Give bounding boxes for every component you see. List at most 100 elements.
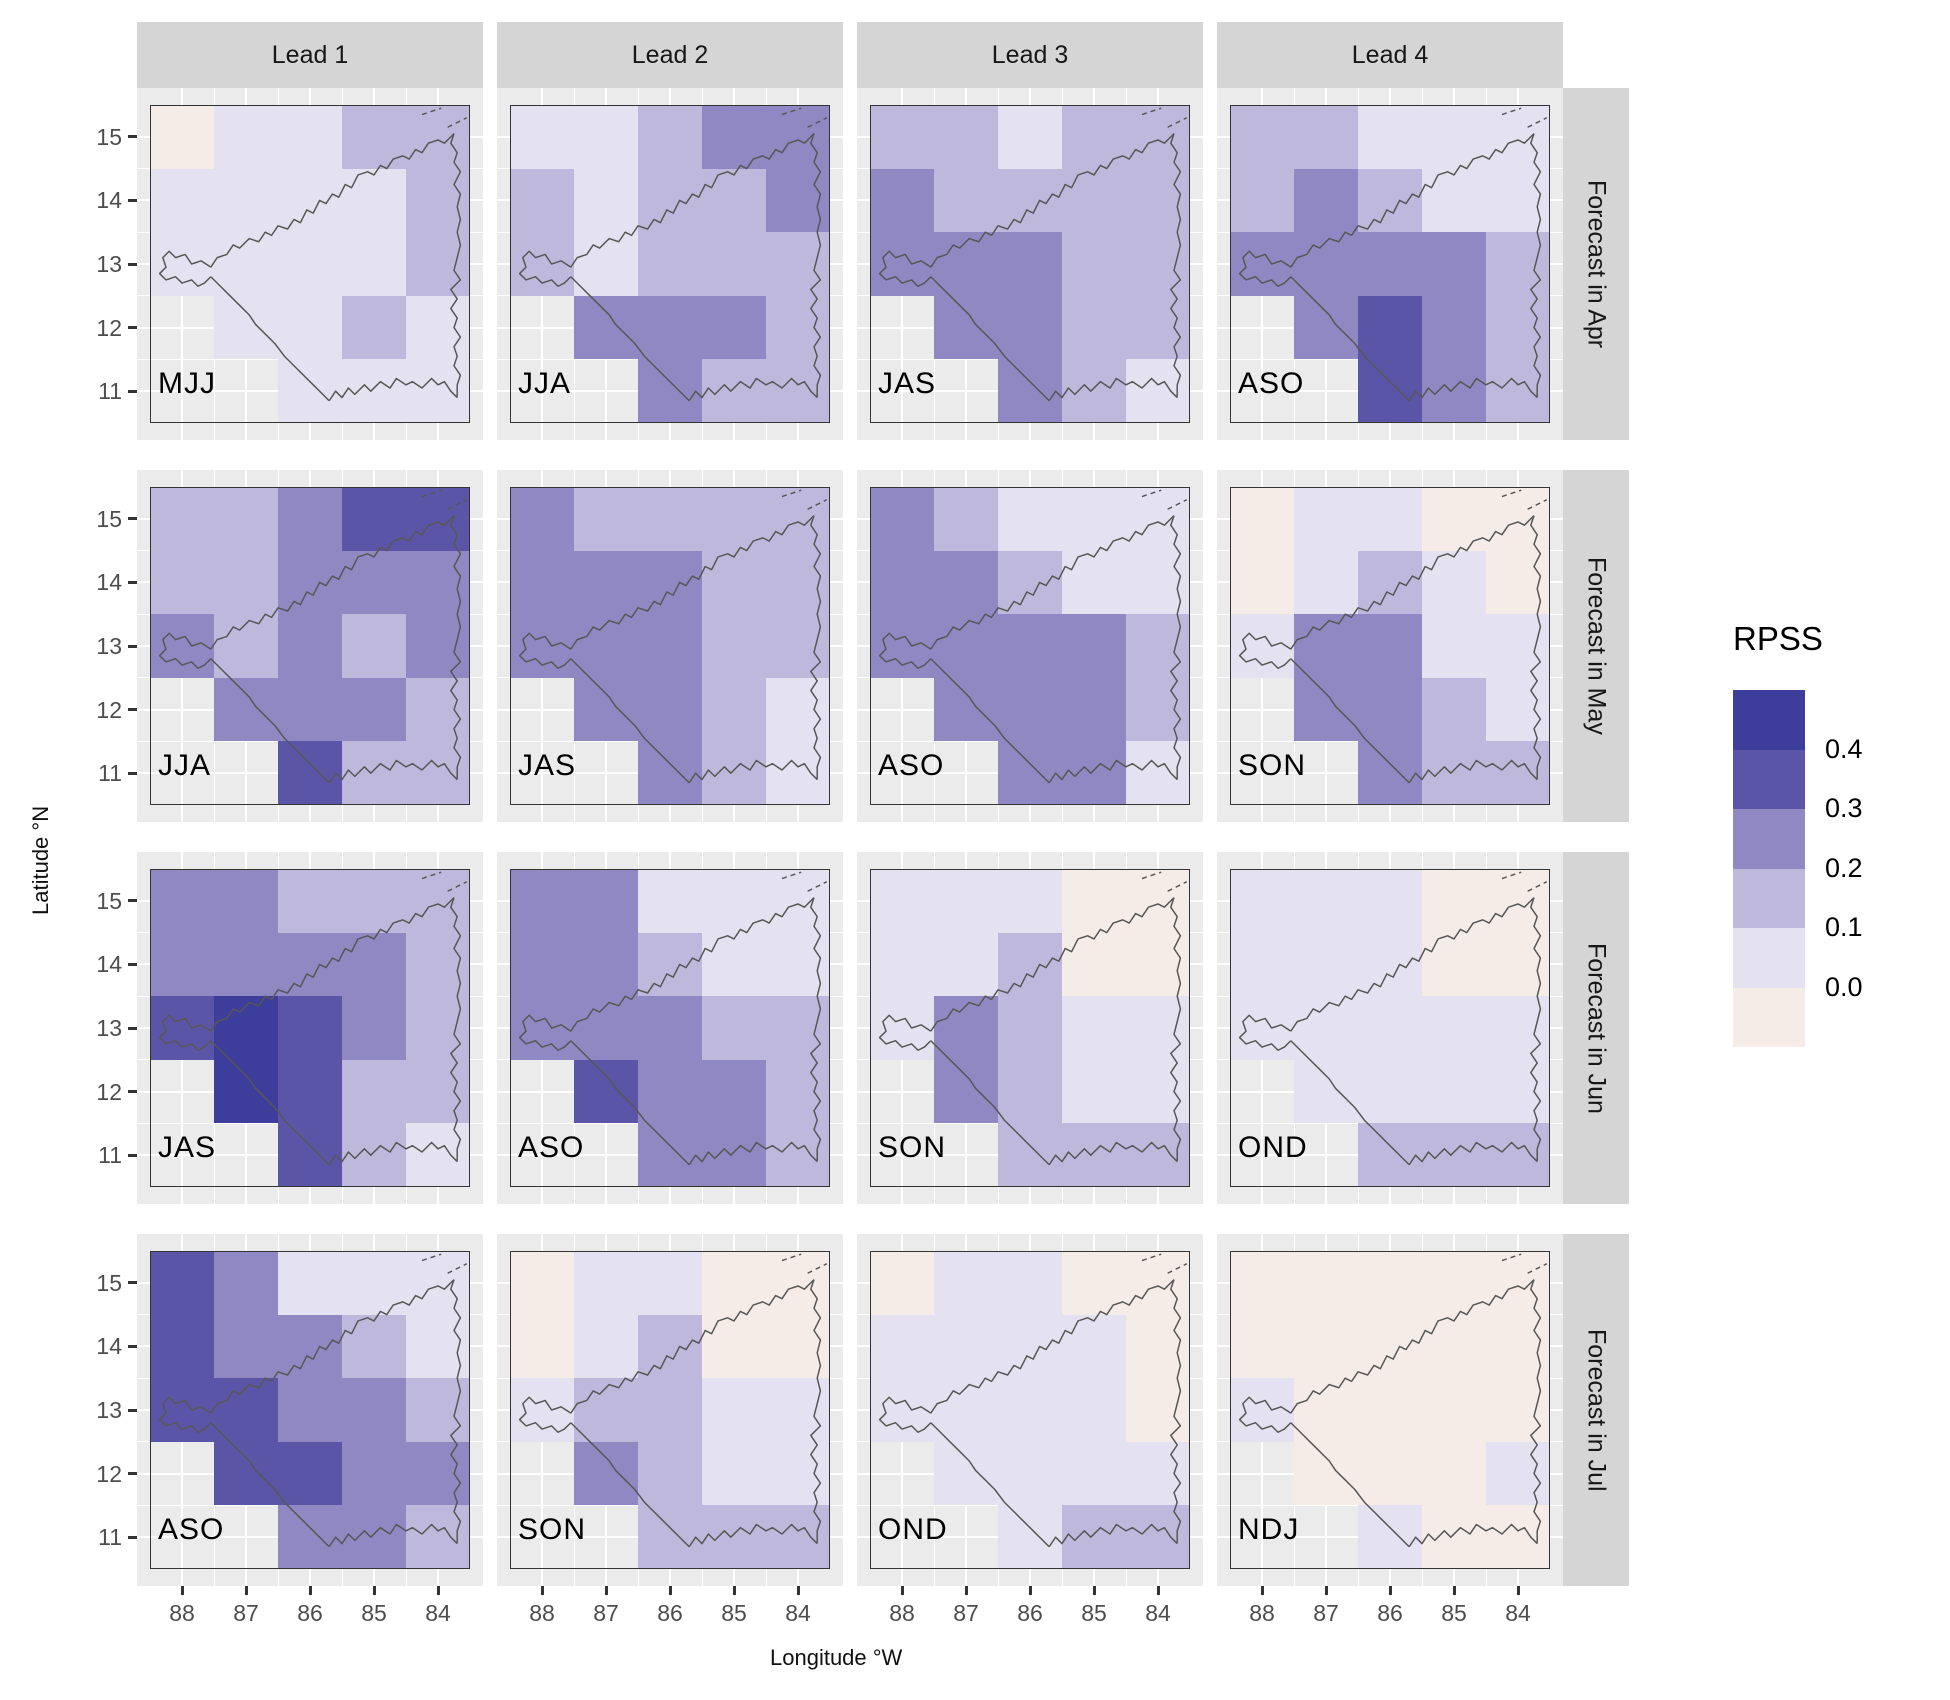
raster-cell (1062, 677, 1126, 742)
raster-cell (1230, 996, 1294, 1060)
legend-tick-label: 0.3 (1825, 793, 1863, 823)
raster-cell (702, 1314, 766, 1379)
raster-cell (1294, 1314, 1358, 1379)
raster-cell (1294, 105, 1358, 169)
y-tick-mark (128, 1408, 137, 1412)
raster-cell (342, 168, 406, 233)
season-label: OND (878, 1513, 948, 1546)
y-tick-mark (128, 135, 137, 139)
y-tick-label: 12 (96, 1460, 122, 1487)
raster-cell (1358, 677, 1422, 742)
x-tick-label: 88 (889, 1600, 915, 1626)
raster-cell (278, 550, 342, 615)
raster-cell (214, 869, 278, 933)
raster-cell (406, 677, 470, 742)
raster-cell (150, 996, 214, 1060)
raster-cell (214, 996, 278, 1060)
legend-bin-swatch (1733, 987, 1805, 1047)
raster-cell (342, 1251, 406, 1315)
raster-cell (406, 1059, 470, 1124)
x-tick-label: 88 (1249, 1600, 1275, 1626)
facet-column-strip-label: Lead 1 (271, 40, 349, 69)
raster-cell (406, 487, 470, 551)
raster-cell (702, 550, 766, 615)
x-tick-label: 86 (1017, 1600, 1043, 1626)
raster-cell (1486, 677, 1550, 742)
raster-cell (1062, 932, 1126, 997)
raster-cell (766, 1059, 830, 1124)
raster-cell (406, 295, 470, 360)
raster-cell (638, 1059, 702, 1124)
raster-cell (214, 1251, 278, 1315)
raster-cell (998, 359, 1062, 423)
facet-column-strip-label: Lead 4 (1351, 40, 1429, 69)
legend-bin-swatch (1733, 868, 1805, 928)
raster-cell (214, 1441, 278, 1506)
raster-cell (342, 550, 406, 615)
x-tick-label: 85 (1441, 1600, 1467, 1626)
raster-cell (574, 1441, 638, 1506)
x-tick-mark (372, 1586, 376, 1595)
facet-row-strip: Forecast in Jul (1563, 1234, 1629, 1586)
raster-cell (934, 550, 998, 615)
raster-cell (998, 1251, 1062, 1315)
raster-cell (638, 1441, 702, 1506)
raster-cell (870, 869, 934, 933)
raster-cell (998, 869, 1062, 933)
raster-cell (934, 487, 998, 551)
y-tick-mark (128, 1090, 137, 1094)
raster-cell (1422, 741, 1486, 805)
y-tick-mark (128, 262, 137, 266)
raster-cell (1062, 996, 1126, 1060)
raster-cell (1422, 1059, 1486, 1124)
y-tick-mark (128, 198, 137, 202)
season-label: SON (518, 1513, 587, 1546)
raster-cell (1230, 105, 1294, 169)
raster-cell (406, 1314, 470, 1379)
raster-cell (342, 869, 406, 933)
raster-cell (934, 1378, 998, 1442)
y-tick-mark (128, 644, 137, 648)
raster-cell (1126, 869, 1190, 933)
x-tick-label: 84 (785, 1600, 811, 1626)
raster-cell (1358, 105, 1422, 169)
x-tick-label: 85 (721, 1600, 747, 1626)
raster-cell (1358, 1123, 1422, 1187)
raster-cell (1486, 1505, 1550, 1569)
y-tick-mark (128, 1153, 137, 1157)
raster-cell (934, 1314, 998, 1379)
raster-cell (278, 1059, 342, 1124)
raster-cell (406, 614, 470, 678)
x-tick-mark (1388, 1586, 1392, 1595)
y-tick-label: 11 (98, 378, 122, 405)
raster-cell (1486, 550, 1550, 615)
raster-cell (1486, 1314, 1550, 1379)
season-label: JJA (518, 367, 572, 400)
facet-column-strip-label: Lead 2 (631, 40, 709, 69)
raster-cell (342, 614, 406, 678)
season-label: SON (878, 1131, 947, 1164)
raster-cell (278, 741, 342, 805)
raster-cell (342, 487, 406, 551)
raster-cell (1358, 614, 1422, 678)
x-tick-label: 86 (297, 1600, 323, 1626)
facet-column-strip: Lead 2 (497, 22, 843, 88)
raster-cell (1062, 1378, 1126, 1442)
raster-cell (1062, 359, 1126, 423)
raster-cell (574, 487, 638, 551)
raster-cell (214, 614, 278, 678)
raster-cell (406, 869, 470, 933)
x-tick-label: 87 (1313, 1600, 1339, 1626)
raster-cell (150, 1251, 214, 1315)
y-tick-mark (128, 1472, 137, 1476)
raster-cell (1358, 168, 1422, 233)
season-label: SON (1238, 749, 1307, 782)
raster-cell (1358, 932, 1422, 997)
x-tick-label: 88 (529, 1600, 555, 1626)
raster-cell (150, 105, 214, 169)
raster-cell (406, 232, 470, 296)
raster-cell (638, 295, 702, 360)
raster-cell (934, 105, 998, 169)
raster-cell (1294, 168, 1358, 233)
